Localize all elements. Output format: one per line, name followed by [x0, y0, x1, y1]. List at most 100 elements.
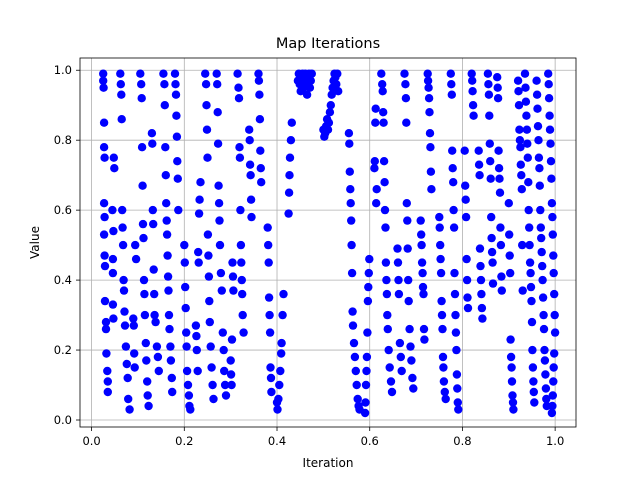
data-point: [515, 125, 524, 134]
data-point: [525, 240, 534, 250]
data-point: [226, 370, 236, 379]
data-point: [423, 69, 432, 78]
data-point: [172, 132, 182, 141]
data-point: [427, 185, 436, 194]
data-point: [220, 380, 230, 390]
data-point: [218, 328, 227, 337]
data-point: [537, 233, 546, 243]
data-point: [448, 146, 457, 155]
data-point: [274, 394, 283, 404]
data-point: [506, 268, 515, 278]
data-point: [406, 342, 415, 351]
data-point: [287, 118, 296, 127]
data-point: [521, 83, 530, 92]
data-point: [477, 303, 487, 313]
data-point: [426, 167, 436, 176]
data-point: [363, 296, 373, 306]
data-point: [286, 136, 296, 145]
data-point: [529, 377, 538, 386]
data-point: [245, 136, 254, 145]
data-point: [468, 101, 478, 110]
data-point: [180, 258, 189, 267]
data-point: [116, 80, 126, 89]
data-point: [129, 321, 138, 330]
data-point: [476, 275, 486, 285]
data-point: [137, 143, 147, 152]
data-point: [426, 143, 435, 152]
data-point: [387, 387, 397, 397]
data-point: [99, 118, 109, 127]
data-point: [401, 80, 410, 89]
data-point: [486, 174, 495, 183]
data-point: [495, 174, 504, 183]
x-tick-label: 0.4: [268, 434, 286, 448]
data-point: [116, 69, 125, 78]
data-point: [474, 146, 483, 155]
data-point: [233, 69, 242, 78]
data-point: [507, 363, 516, 372]
data-point: [266, 373, 276, 383]
data-point: [379, 157, 389, 166]
data-point: [383, 310, 392, 320]
data-point: [378, 80, 387, 89]
data-point: [256, 164, 265, 173]
data-point: [453, 384, 462, 393]
data-point: [160, 101, 169, 110]
data-point: [219, 345, 228, 355]
data-point: [438, 324, 447, 334]
data-point: [139, 275, 149, 285]
data-point: [110, 164, 119, 173]
y-tick-label: 1.0: [54, 63, 72, 77]
data-point: [362, 352, 372, 362]
data-point: [279, 289, 288, 299]
data-point: [122, 359, 131, 369]
data-point: [437, 296, 446, 306]
data-point: [302, 90, 312, 99]
data-point: [533, 122, 543, 131]
data-point: [327, 90, 336, 99]
data-point: [450, 268, 459, 278]
data-point: [395, 338, 405, 348]
data-point: [496, 223, 505, 232]
data-point: [346, 199, 355, 208]
data-point: [419, 289, 428, 299]
data-point: [151, 317, 160, 327]
data-point: [402, 118, 411, 127]
data-point: [394, 275, 403, 285]
data-point: [204, 272, 214, 281]
data-point: [256, 146, 265, 155]
data-point: [544, 94, 554, 103]
data-point: [541, 384, 551, 393]
data-point: [425, 108, 434, 117]
data-point: [448, 164, 457, 173]
data-point: [420, 335, 429, 344]
data-point: [505, 230, 514, 239]
data-point: [108, 300, 118, 309]
data-point: [99, 76, 108, 85]
data-point: [325, 108, 335, 117]
data-point: [194, 258, 203, 267]
data-point: [403, 216, 412, 225]
data-point: [506, 335, 515, 344]
data-point: [351, 366, 360, 376]
data-point: [549, 377, 558, 386]
data-point: [549, 251, 558, 260]
data-point: [202, 101, 211, 110]
data-point: [370, 157, 379, 166]
data-point: [528, 345, 537, 355]
data-point: [147, 129, 157, 138]
data-point: [507, 377, 517, 386]
data-point: [508, 391, 517, 400]
data-point: [108, 268, 118, 278]
data-point: [452, 345, 461, 355]
data-point: [215, 216, 224, 225]
data-point: [493, 94, 503, 103]
x-tick-label: 1.0: [546, 434, 564, 448]
data-point: [234, 94, 244, 103]
data-point: [487, 212, 496, 222]
x-tick-label: 0.8: [453, 434, 471, 448]
data-point: [278, 310, 287, 320]
data-point: [118, 223, 127, 232]
data-point: [476, 261, 485, 271]
data-point: [120, 307, 129, 316]
